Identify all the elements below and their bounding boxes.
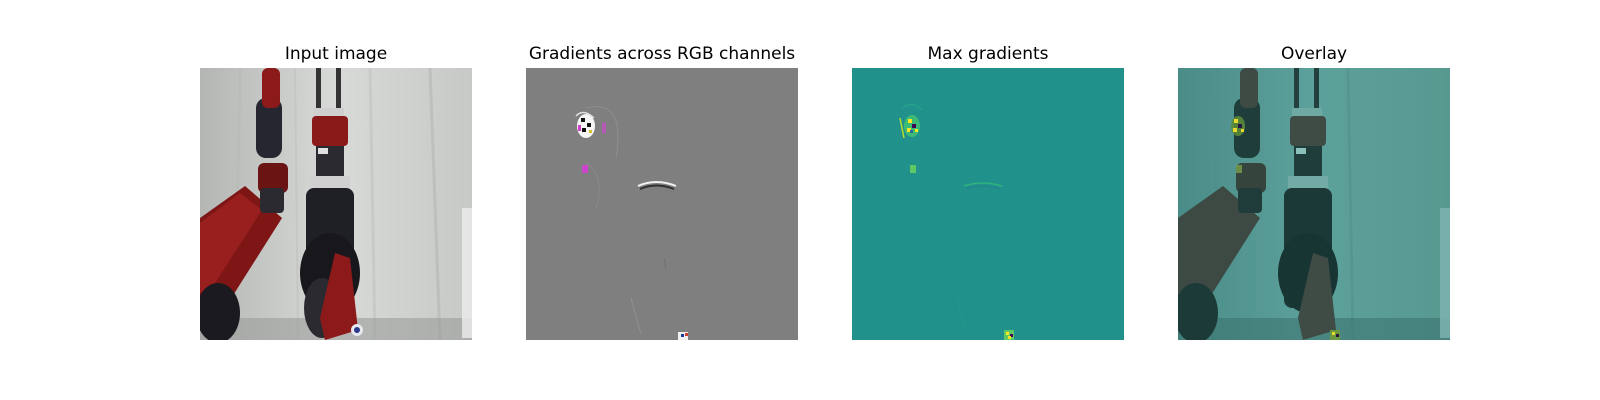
rgb-gradients-map [526, 68, 798, 340]
max-gradients-image [852, 68, 1124, 340]
panel-title: Input image [284, 44, 388, 64]
input-image [200, 68, 472, 340]
max-gradients-map [852, 68, 1124, 340]
panel-overlay: Overlay [1178, 42, 1450, 340]
rgb-gradients-image [526, 68, 798, 340]
overlay-composite [1178, 68, 1450, 340]
panel-title: Gradients across RGB channels [528, 44, 796, 64]
overlay-image [1178, 68, 1450, 340]
panel-rgb-gradients: Gradients across RGB channels [526, 42, 798, 340]
panel-input-image: Input image [200, 42, 472, 340]
input-image-photo [200, 68, 472, 340]
panel-title: Max gradients [927, 44, 1049, 64]
panel-title: Overlay [1280, 44, 1348, 64]
panel-max-gradients: Max gradients [852, 42, 1124, 340]
